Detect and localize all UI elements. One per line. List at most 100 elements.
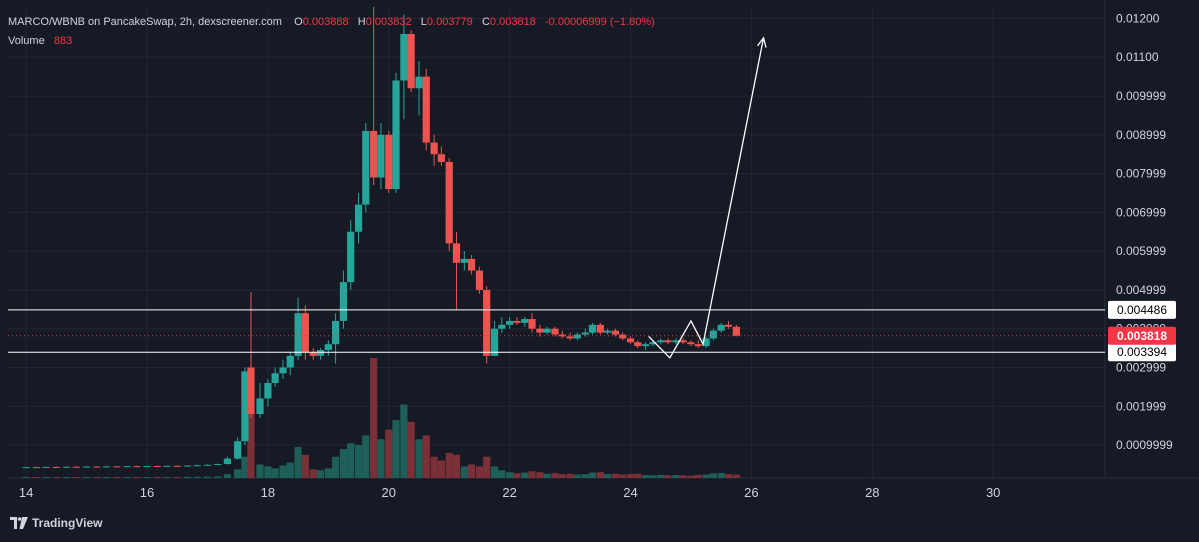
volume-bar (309, 469, 317, 478)
axes: 0.00099990.0019990.0029990.0039990.00499… (19, 11, 1176, 500)
candle (102, 466, 111, 468)
candle-body (123, 466, 131, 468)
volume-bar (490, 466, 499, 478)
candle-body (543, 328, 551, 333)
candle (331, 313, 340, 364)
volume-bar (22, 477, 30, 478)
candle (657, 338, 665, 345)
volume-bar (430, 456, 438, 478)
candle (709, 328, 717, 341)
forecast-path (648, 37, 765, 359)
volume-bar (581, 474, 589, 478)
volume-bar (724, 474, 733, 478)
x-tick-label: 14 (19, 485, 33, 500)
candle-body (203, 464, 212, 466)
volume-bar (664, 475, 672, 478)
candle (694, 340, 702, 349)
candle-body (573, 334, 581, 339)
high-value: 0.003832 (365, 16, 412, 28)
volume-bars (22, 358, 740, 478)
drawings[interactable] (8, 36, 1105, 359)
candle-body (173, 465, 181, 467)
volume-bar (339, 448, 348, 478)
price-badge-label: 0.004486 (1117, 303, 1167, 317)
candle-body (286, 355, 294, 368)
candle-body (102, 466, 111, 468)
volume-bar (732, 474, 740, 478)
candle-body (596, 324, 604, 333)
volume-bar (362, 435, 370, 478)
volume-bar (223, 474, 231, 478)
candle-body (301, 313, 309, 352)
volume-bar (93, 477, 101, 478)
candle (445, 158, 453, 252)
candle-body (558, 334, 566, 337)
candle-body (467, 258, 476, 271)
candle (475, 266, 484, 294)
candle (528, 313, 536, 333)
candle-body (483, 289, 491, 356)
candle-body (619, 334, 627, 339)
low-value: 0.003779 (426, 16, 473, 28)
y-tick-label: 0.008999 (1116, 128, 1166, 142)
candle (247, 291, 255, 418)
candle (234, 437, 242, 460)
candle (415, 61, 423, 116)
volume-bar (331, 456, 340, 478)
candle-body (72, 466, 80, 468)
y-tick-label: 0.002999 (1116, 361, 1166, 375)
candle (362, 123, 370, 213)
volume-bar (256, 464, 264, 478)
x-tick-label: 28 (865, 485, 879, 500)
candle (588, 322, 597, 335)
candle-body (339, 282, 348, 321)
volume-bar (102, 477, 111, 478)
y-tick-label: 0.01100 (1116, 50, 1159, 64)
candle (354, 192, 363, 244)
volume-label: Volume (8, 35, 45, 47)
y-tick-label: 0.007999 (1116, 167, 1166, 181)
candle (551, 326, 559, 337)
candle-body (93, 466, 101, 468)
candle (490, 320, 499, 356)
volume-bar (642, 475, 650, 478)
current-price-badge (1108, 326, 1176, 345)
candle (437, 146, 445, 166)
level-price-badge (1108, 343, 1176, 362)
y-tick-label: 0.005999 (1116, 244, 1166, 258)
candle (22, 466, 30, 469)
volume-bar (679, 475, 687, 478)
candle-body (588, 324, 597, 333)
candle (506, 317, 514, 329)
candle (581, 328, 589, 337)
candle-body (256, 398, 264, 415)
candle-body (521, 319, 529, 323)
volume-bar (214, 476, 222, 478)
volume-bar (370, 358, 378, 478)
volume-bar (173, 477, 181, 478)
candle-body (183, 465, 192, 467)
candle-body (415, 76, 423, 89)
candle (52, 466, 60, 468)
candle (452, 231, 461, 310)
level-price-badge (1108, 300, 1176, 319)
volume-bar (694, 474, 702, 478)
candle (566, 332, 574, 341)
tradingview-logo-icon (10, 517, 28, 529)
candle (223, 456, 231, 465)
candle-body (407, 33, 415, 89)
tradingview-logo[interactable]: TradingView (10, 516, 102, 530)
candle-body (331, 320, 340, 345)
volume-bar (193, 476, 201, 478)
volume-bar (264, 466, 272, 478)
y-tick-label: 0.006999 (1116, 205, 1166, 219)
volume-bar (407, 421, 415, 478)
volume-bar (717, 472, 725, 478)
candle-body (551, 328, 559, 335)
candle-body (271, 373, 279, 383)
forecast-arrowhead (756, 36, 767, 48)
candle (611, 328, 620, 337)
volume-bar (452, 454, 461, 478)
volume-bar (498, 470, 506, 478)
